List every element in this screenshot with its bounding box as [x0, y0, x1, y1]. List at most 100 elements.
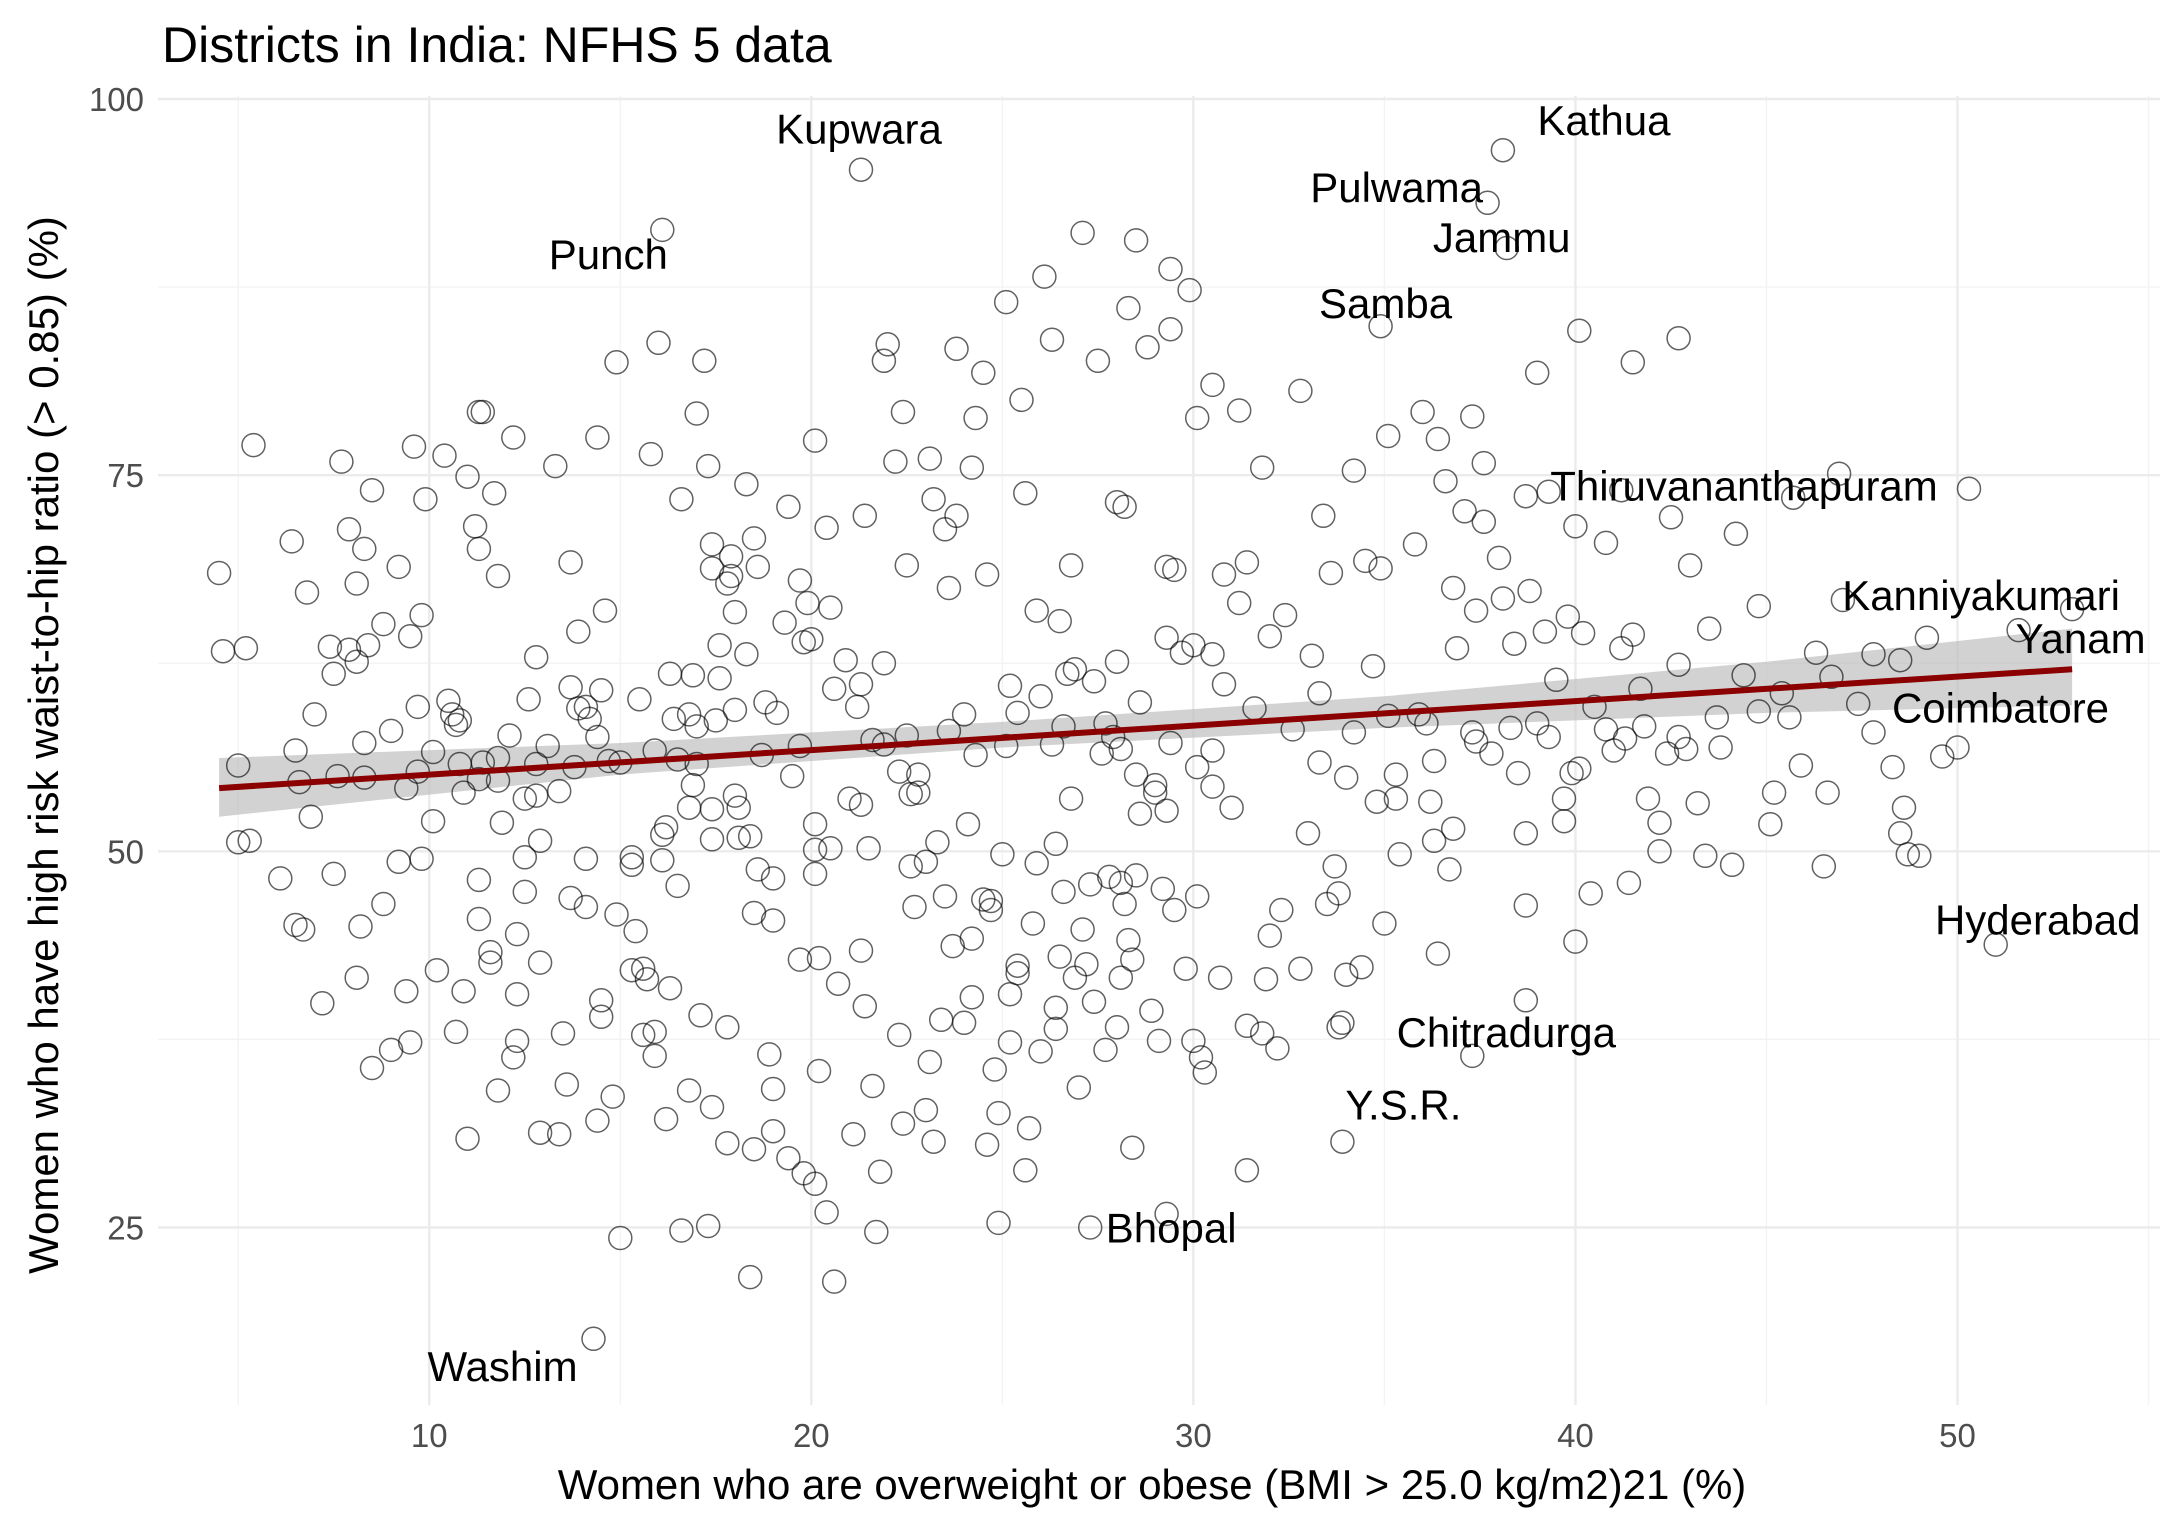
data-point — [1104, 649, 1130, 674]
data-point — [699, 532, 725, 557]
data-point — [1421, 748, 1447, 774]
data-point — [585, 425, 610, 450]
data-point — [1673, 736, 1699, 762]
data-point — [1184, 754, 1210, 780]
data-point — [1173, 956, 1198, 981]
x-tick-labels: 10 20 30 40 50 — [411, 1417, 1976, 1454]
data-point — [378, 718, 404, 744]
data-point — [1685, 790, 1710, 816]
data-point — [737, 1264, 763, 1290]
data-point — [1181, 1028, 1206, 1054]
data-point — [852, 994, 878, 1019]
data-point — [1108, 736, 1134, 762]
data-point — [386, 554, 411, 580]
point-annotation: Jammu — [1433, 214, 1571, 261]
data-point — [1570, 620, 1596, 646]
data-point — [680, 663, 706, 688]
data-point — [1567, 756, 1592, 781]
data-point — [1609, 477, 1634, 503]
data-point — [409, 846, 434, 872]
y-tick-label: 100 — [89, 81, 144, 118]
data-point — [902, 894, 927, 920]
data-point — [1463, 598, 1489, 623]
data-point — [715, 1130, 740, 1156]
data-point — [1272, 602, 1298, 628]
data-point — [630, 956, 656, 981]
data-point — [997, 1030, 1023, 1055]
data-point — [703, 708, 729, 733]
data-point — [1120, 947, 1145, 972]
data-point — [420, 739, 446, 765]
data-point — [1895, 842, 1921, 867]
data-point — [1104, 489, 1130, 515]
data-point — [1983, 932, 2008, 957]
data-point — [1616, 870, 1642, 896]
data-point — [432, 443, 457, 468]
data-point — [848, 792, 874, 817]
data-point — [1123, 762, 1149, 787]
data-point — [1024, 851, 1049, 876]
data-point — [466, 906, 492, 932]
data-point — [359, 477, 385, 503]
data-point — [1158, 316, 1183, 342]
data-point — [588, 678, 614, 703]
data-point — [764, 700, 790, 726]
y-tick-label: 25 — [107, 1209, 144, 1246]
data-point — [932, 884, 958, 909]
data-point — [692, 348, 717, 374]
data-point — [237, 828, 262, 854]
data-point — [795, 590, 820, 616]
data-point — [1440, 816, 1466, 841]
data-point — [974, 1132, 1000, 1157]
data-point — [1051, 714, 1076, 739]
data-point — [546, 1121, 572, 1147]
data-point — [787, 733, 813, 759]
data-point — [344, 649, 369, 674]
data-point — [699, 556, 725, 581]
data-point — [600, 1084, 625, 1109]
data-point — [1108, 870, 1134, 896]
data-point — [963, 742, 988, 768]
data-point — [925, 830, 950, 855]
data-point — [1761, 780, 1787, 805]
data-point — [352, 536, 377, 562]
data-point — [1024, 598, 1049, 623]
data-point — [1047, 608, 1072, 634]
data-point — [818, 836, 843, 861]
data-point — [1887, 821, 1913, 846]
data-point — [1907, 843, 1932, 869]
data-point — [963, 405, 988, 431]
data-point — [225, 830, 251, 855]
data-point — [650, 848, 675, 873]
data-point — [1536, 724, 1561, 750]
data-point — [906, 762, 931, 787]
data-point — [1158, 256, 1183, 282]
data-point — [1162, 557, 1187, 583]
data-point — [982, 1057, 1007, 1082]
data-point — [1226, 590, 1252, 616]
data-point — [760, 908, 786, 933]
data-point — [355, 632, 381, 658]
data-point — [757, 1042, 782, 1067]
data-point — [1513, 988, 1539, 1013]
data-point — [802, 861, 828, 887]
data-point — [336, 637, 362, 662]
data-point — [974, 562, 1000, 587]
data-point — [1494, 235, 1519, 261]
data-point — [1819, 664, 1844, 690]
x-axis-title: Women who are overweight or obese (BMI >… — [558, 1461, 1747, 1508]
data-point — [558, 675, 583, 700]
data-point — [1116, 927, 1141, 953]
data-point — [1066, 1075, 1092, 1100]
data-point — [917, 1049, 943, 1075]
data-point — [1452, 499, 1477, 524]
point-annotation: Thiruvananthapuram — [1550, 463, 1938, 510]
data-point — [1593, 717, 1619, 742]
data-point — [1567, 318, 1592, 343]
data-point — [741, 900, 767, 926]
data-point — [1139, 998, 1164, 1024]
data-point — [397, 1030, 423, 1055]
data-point — [436, 688, 461, 714]
data-point — [512, 786, 538, 811]
data-point — [1929, 744, 1955, 769]
